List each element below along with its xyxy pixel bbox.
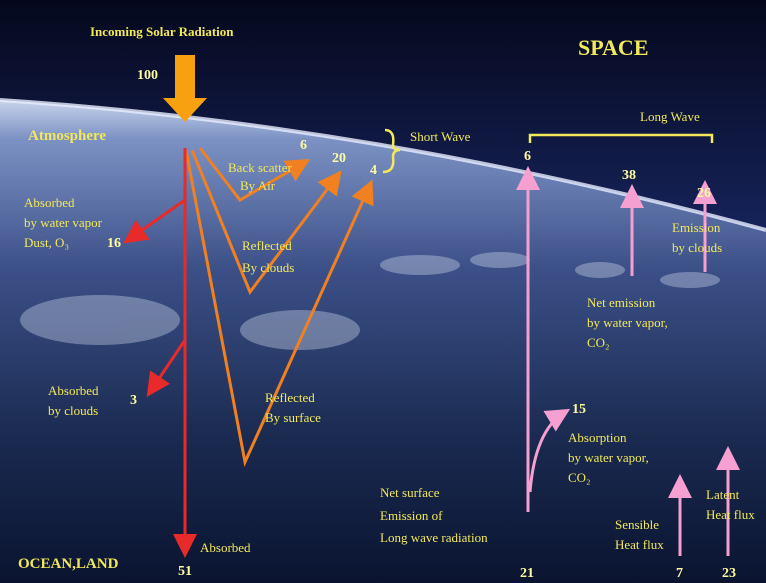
- flow-value: 38: [622, 168, 636, 183]
- flow-label: by clouds: [672, 240, 722, 255]
- flow-label: Emission: [672, 220, 721, 235]
- flow-label: Net emission: [587, 295, 656, 310]
- absorbed-label: Dust, O₃: [24, 235, 69, 250]
- flow-label: Long wave radiation: [380, 530, 488, 545]
- flow-value: 15: [572, 402, 586, 417]
- absorbed-label: by clouds: [48, 403, 98, 418]
- flow-label: Heat flux: [706, 507, 755, 522]
- flow-value: 20: [332, 151, 346, 166]
- flow-label: Back scatter: [228, 160, 293, 175]
- flow-label: CO₂: [568, 470, 591, 485]
- flow-value: 4: [370, 163, 377, 178]
- flow-value: 23: [722, 566, 736, 581]
- flow-label: Latent: [706, 487, 740, 502]
- flow-value: 7: [676, 566, 683, 581]
- flow-label: By clouds: [242, 260, 294, 275]
- space-label: SPACE: [578, 35, 649, 60]
- flow-label: By Air: [240, 178, 276, 193]
- atmosphere-label: Atmosphere: [28, 128, 106, 144]
- incoming-label: Incoming Solar Radiation: [90, 24, 234, 39]
- absorbed-value: 3: [130, 393, 137, 408]
- flow-label: Sensible: [615, 517, 659, 532]
- flow-label: Net surface: [380, 485, 440, 500]
- flow-label: by water vapor,: [587, 315, 668, 330]
- flow-value: 6: [300, 138, 307, 153]
- absorbed-label: Absorbed: [48, 383, 99, 398]
- flow-value: 6: [524, 149, 531, 164]
- absorbed-label: Absorbed: [200, 540, 251, 555]
- incoming-value: 100: [137, 68, 158, 83]
- surface-label: OCEAN,LAND: [18, 556, 119, 572]
- absorbed-label: by water vapor: [24, 215, 103, 230]
- flow-label: Absorption: [568, 430, 627, 445]
- flow-label: Heat flux: [615, 537, 664, 552]
- flow-label: CO₂: [587, 335, 610, 350]
- flow-label: By surface: [265, 410, 321, 425]
- flow-label: by water vapor,: [568, 450, 649, 465]
- flow-label: Reflected: [242, 238, 292, 253]
- absorbed-label: Absorbed: [24, 195, 75, 210]
- energy-budget-diagram: Incoming Solar Radiation 100 SPACE Atmos…: [0, 0, 766, 583]
- flow-label: Emission of: [380, 508, 443, 523]
- flow-value: 21: [520, 566, 534, 581]
- flow-label: Reflected: [265, 390, 315, 405]
- flow-value: 26: [697, 186, 711, 201]
- short-wave-label: Short Wave: [410, 129, 471, 144]
- long-wave-label: Long Wave: [640, 109, 700, 124]
- absorbed-value: 51: [178, 564, 192, 579]
- absorbed-value: 16: [107, 236, 121, 251]
